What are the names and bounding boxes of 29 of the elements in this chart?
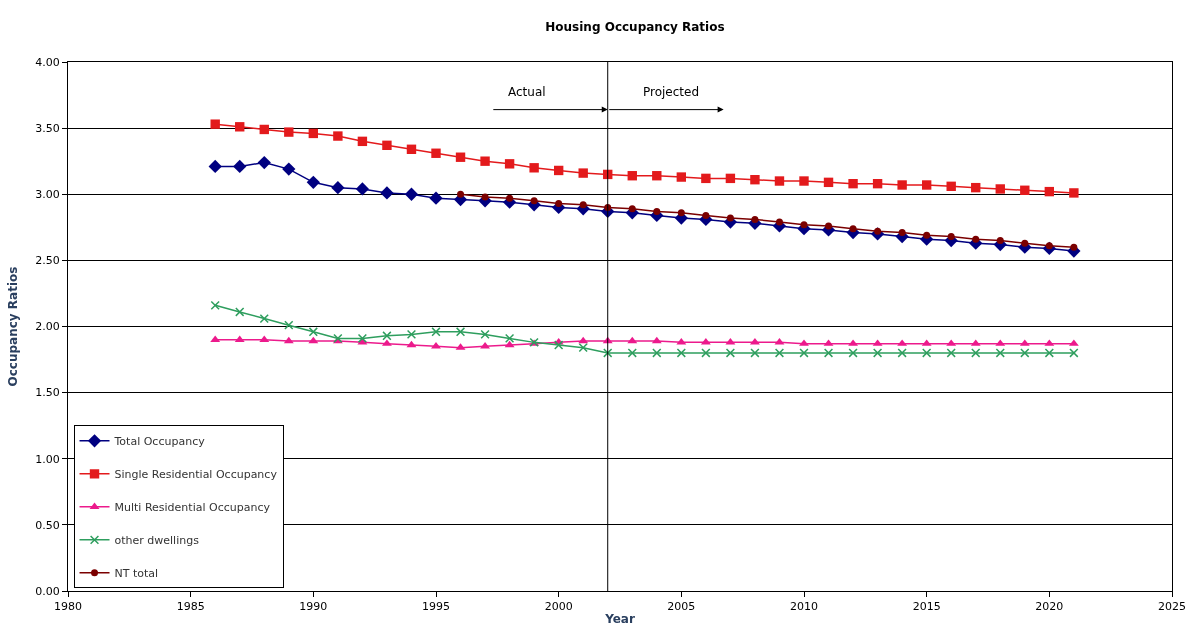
y-tick-label: 2.00: [35, 320, 60, 334]
x-tick-label: 2005: [667, 600, 696, 614]
legend-label: other dwellings: [114, 534, 200, 548]
x-tick-label: 2010: [790, 600, 818, 614]
annotation: Projected: [643, 85, 700, 99]
y-tick-label: 1.00: [35, 452, 60, 466]
y-tick-label: 0.50: [35, 518, 60, 532]
y-tick-label: 0.00: [35, 584, 60, 598]
x-tick-label: 2015: [912, 600, 941, 614]
x-tick-label: 1990: [299, 600, 328, 614]
x-tick-label: 1985: [176, 600, 205, 614]
legend-label: NT total: [114, 567, 159, 581]
y-tick-label: 1.50: [35, 386, 60, 400]
legend-label: Multi Residential Occupancy: [114, 501, 271, 515]
chart-title: Housing Occupancy Ratios: [545, 19, 725, 34]
legend-label: Total Occupancy: [113, 435, 206, 449]
y-axis-title: Occupancy Ratios: [5, 266, 20, 387]
y-tick-label: 4.00: [35, 55, 60, 69]
x-tick-label: 2000: [544, 600, 573, 614]
x-tick-label: 1995: [422, 600, 450, 614]
x-axis-title: Year: [604, 612, 635, 627]
x-tick-label: 2025: [1158, 600, 1186, 614]
x-tick-label: 1980: [54, 600, 82, 614]
y-tick-label: 2.50: [35, 254, 60, 268]
x-tick-label: 2020: [1035, 600, 1064, 614]
annotation: Actual: [508, 85, 546, 99]
y-tick-label: 3.00: [35, 188, 60, 202]
y-tick-label: 3.50: [35, 121, 60, 135]
legend-label: Single Residential Occupancy: [114, 468, 278, 482]
